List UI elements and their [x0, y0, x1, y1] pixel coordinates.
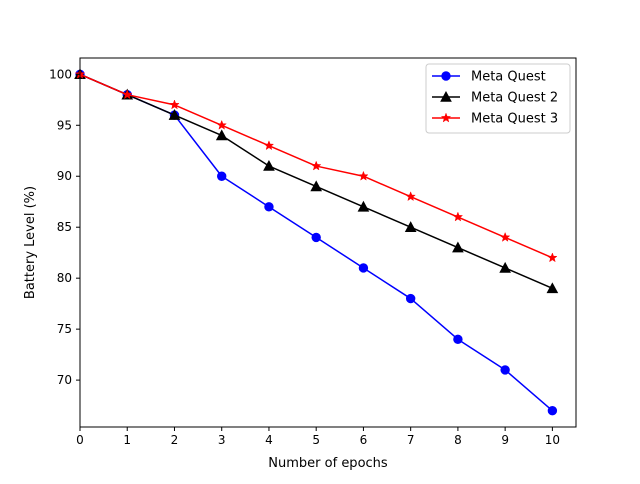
series-3-point — [263, 140, 275, 151]
series-3-point — [169, 99, 180, 110]
y-tick-label: 80 — [57, 271, 72, 285]
x-tick-label: 7 — [407, 433, 415, 447]
x-tick-label: 3 — [218, 433, 226, 447]
y-tick-label: 85 — [57, 220, 72, 234]
series-2-point — [357, 200, 370, 212]
legend-item: Meta Quest — [432, 70, 546, 85]
series-3-point — [499, 231, 511, 242]
legend-label: Meta Quest 3 — [471, 112, 558, 127]
y-tick-label: 70 — [57, 373, 72, 387]
series-1-point — [547, 405, 558, 416]
series-layer — [74, 68, 559, 416]
series-2-point — [452, 241, 464, 253]
series-3-point — [216, 119, 227, 130]
y-tick-label: 100 — [49, 67, 72, 81]
series-2-point — [499, 261, 511, 273]
series-3-point — [405, 191, 416, 202]
series-2-point — [215, 129, 228, 141]
legend-box — [425, 63, 571, 134]
y-axis-label: Battery Level (%) — [23, 186, 38, 299]
series-3-point — [547, 252, 558, 263]
series-3-point — [121, 89, 133, 100]
legend-marker — [441, 71, 451, 81]
series-1-point — [311, 232, 321, 243]
legend-label: Meta Quest 2 — [471, 91, 558, 106]
series-2-point — [310, 180, 323, 192]
legend-marker — [440, 112, 452, 123]
series-3-point — [310, 160, 322, 171]
legend-item: Meta Quest 3 — [432, 112, 558, 127]
x-tick-label: 5 — [312, 433, 320, 447]
x-tick-label: 4 — [265, 433, 273, 447]
y-tick-label: 90 — [57, 169, 72, 183]
x-tick-label: 8 — [454, 433, 462, 447]
legend-items: Meta Quest Meta Quest 2 Meta Quest 3 — [432, 70, 558, 127]
chart-legend: Meta Quest Meta Quest 2 Meta Quest 3 — [425, 63, 571, 134]
series-1-point — [217, 171, 227, 181]
legend-marker — [440, 90, 452, 102]
x-axis-label: Number of epochs — [268, 456, 388, 471]
series-1-point — [500, 365, 510, 375]
y-tick-label: 75 — [57, 322, 72, 336]
series-3-point — [452, 211, 464, 222]
x-tick-label: 0 — [76, 433, 84, 447]
series-2-point — [404, 221, 417, 232]
legend-label: Meta Quest — [471, 70, 546, 85]
x-tick-label: 1 — [123, 433, 131, 447]
axes-layer: 0 1 2 3 4 5 6 7 8 9 10 70 75 80 85 90 95 100 — [49, 57, 577, 447]
x-tick-label: 6 — [360, 433, 368, 447]
x-tick-label: 9 — [501, 433, 509, 447]
plot-frame — [79, 57, 577, 428]
series-3-point — [358, 170, 369, 181]
x-tick-label: 2 — [171, 433, 179, 447]
series-1-point — [358, 263, 369, 273]
series-2-point — [263, 159, 275, 171]
series-2-point — [546, 282, 559, 294]
series-1-point — [264, 202, 274, 212]
y-tick-label: 95 — [57, 118, 72, 132]
series-1-point — [405, 293, 416, 304]
series-1-point — [453, 334, 463, 345]
series-2-point — [168, 109, 181, 120]
legend-item: Meta Quest 2 — [432, 91, 558, 106]
x-tick-label: 10 — [545, 433, 560, 447]
